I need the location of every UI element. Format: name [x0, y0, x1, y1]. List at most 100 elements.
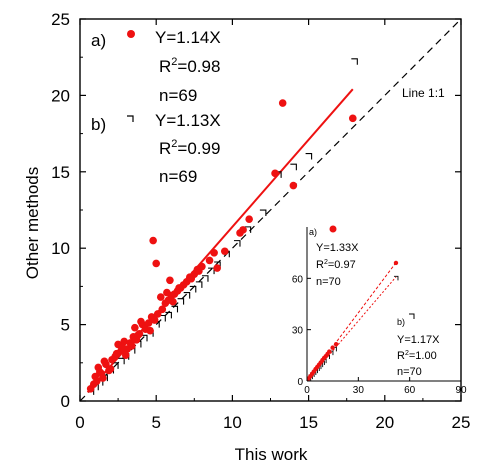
data-point-b — [305, 152, 313, 160]
x-axis-label: This work — [235, 445, 308, 464]
inset-legend-a-fit: Y=1.33X — [316, 242, 359, 254]
data-point-a — [245, 215, 253, 223]
data-point-a — [193, 265, 202, 274]
data-point-b — [195, 281, 203, 288]
legend-b-tag: b) — [91, 115, 106, 134]
legend-a-fit: Y=1.14X — [155, 28, 221, 47]
inset-y-tick-label: 30 — [292, 326, 304, 337]
inset-legend-b-r2: R2=1.00 — [397, 350, 437, 362]
y-tick-label: 15 — [51, 163, 70, 182]
inset-data-point-b — [393, 275, 399, 281]
data-point-a — [137, 317, 145, 326]
data-point-b — [141, 334, 148, 342]
data-point-a — [348, 114, 357, 123]
data-point-a — [158, 305, 167, 314]
line-1-1-label: Line 1:1 — [402, 86, 445, 100]
data-point-a — [166, 276, 174, 285]
data-point-b — [259, 209, 267, 217]
y-tick-label: 25 — [51, 10, 70, 29]
data-point-b — [244, 226, 252, 233]
inset-y-tick-label: 60 — [292, 274, 304, 285]
data-point-b — [177, 298, 185, 305]
data-point-a — [156, 293, 165, 301]
x-tick-label: 0 — [75, 413, 84, 432]
data-point-a — [205, 256, 214, 265]
data-point-a — [120, 337, 128, 346]
data-point-b — [118, 357, 125, 365]
data-point-a — [106, 365, 115, 373]
axes-layer: 0 5 10 15 20 25 0 5 10 15 20 25 — [51, 10, 470, 432]
data-point-a — [150, 316, 159, 324]
data-point-a — [100, 357, 109, 366]
data-point-a — [213, 264, 221, 272]
x-tick-label: 15 — [299, 413, 318, 432]
inset-legend-a-tag: a) — [309, 227, 317, 237]
legend-b-fit: Y=1.13X — [155, 111, 221, 130]
inset-legend-b-fit: Y=1.17X — [397, 334, 440, 346]
legend-b-r2: R2=0.99 — [159, 138, 220, 158]
legend-a-r2: R2=0.98 — [159, 56, 220, 76]
data-point-a — [169, 297, 177, 306]
data-point-a — [92, 377, 101, 385]
x-tick-label: 10 — [223, 413, 242, 432]
inset-data-point-a — [327, 349, 332, 354]
data-point-a — [146, 326, 154, 335]
main-data-layer — [79, 18, 462, 402]
inset-x-tick-label: 60 — [404, 385, 416, 396]
inset-background — [305, 225, 463, 383]
data-point-a — [220, 247, 229, 256]
y-tick-label: 5 — [61, 316, 70, 335]
data-point-a — [131, 323, 139, 332]
data-point-b — [189, 285, 197, 293]
data-point-b — [159, 314, 166, 322]
data-point-a — [97, 369, 106, 378]
inset-legend-a-marker — [329, 225, 337, 233]
data-point-a — [134, 331, 142, 340]
data-point-a — [112, 349, 121, 358]
y-tick-label: 0 — [61, 392, 70, 411]
data-point-a — [289, 181, 298, 190]
data-point-b — [233, 240, 241, 247]
data-point-b — [183, 292, 191, 299]
data-point-b — [201, 275, 209, 282]
data-point-a — [144, 319, 153, 327]
inset-y-tick-label: 0 — [297, 377, 303, 388]
legend-b-n: n=69 — [159, 167, 197, 186]
legend-a-tag: a) — [91, 31, 106, 50]
data-point-a — [149, 236, 157, 245]
x-tick-label: 5 — [151, 413, 160, 432]
inset-legend-b-marker — [409, 313, 415, 319]
data-point-a — [278, 99, 287, 107]
inset-data-point-a — [393, 260, 399, 266]
data-point-a — [271, 169, 279, 178]
inset-x-tick-label: 0 — [304, 385, 310, 396]
data-point-b — [171, 305, 179, 313]
data-point-a — [152, 259, 160, 268]
data-point-a — [128, 342, 136, 350]
data-point-a — [187, 274, 196, 283]
data-point-b — [165, 311, 172, 319]
inset-legend-a-r2: R2=0.97 — [316, 259, 356, 271]
y-axis-label: Other methods — [23, 167, 42, 279]
y-tick-label: 10 — [51, 239, 70, 258]
inset-data-point-a — [333, 342, 339, 347]
inset-legend-a-n: n=70 — [316, 276, 341, 288]
reference-line-1-1 — [79, 18, 462, 402]
x-tick-label: 20 — [375, 413, 394, 432]
legend-a-marker — [127, 30, 135, 38]
x-tick-label: 25 — [452, 413, 471, 432]
data-point-a — [121, 351, 130, 359]
inset-legend-b-n: n=70 — [397, 366, 422, 378]
data-point-b — [351, 58, 358, 65]
inset-legend-b-tag: b) — [397, 317, 405, 327]
legend-a-n: n=69 — [159, 86, 197, 105]
data-point-a — [163, 288, 171, 297]
data-point-a — [239, 226, 247, 234]
data-point-a — [175, 284, 183, 292]
legend-b-marker — [127, 115, 134, 122]
data-point-b — [290, 163, 297, 171]
inset-fit-line-b — [306, 276, 397, 382]
